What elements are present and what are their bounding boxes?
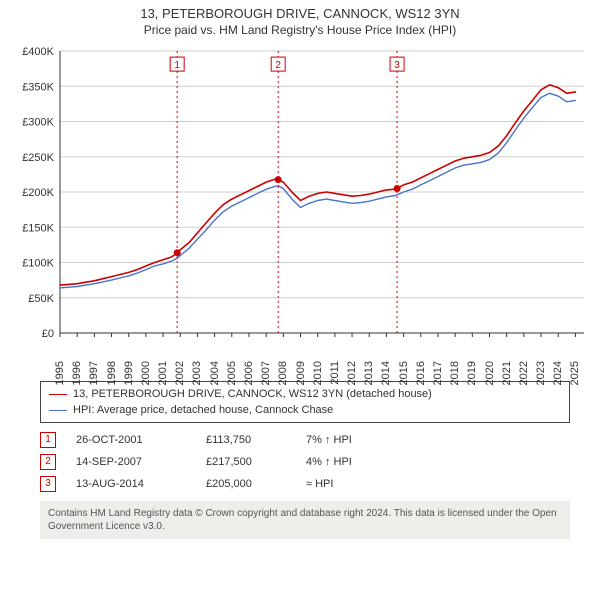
x-tick-label: 2012 — [346, 361, 358, 385]
x-tick-label: 2023 — [535, 361, 547, 385]
price-chart: £0 £50K £100K £150K £200K £250K £300K £350K £400… — [10, 43, 590, 373]
svg-text:£100K: £100K — [22, 258, 54, 270]
tx-marker: 2 — [40, 454, 56, 470]
svg-text:£200K: £200K — [22, 187, 54, 199]
transaction-row: 2 14-SEP-2007 £217,500 4% ↑ HPI — [40, 451, 570, 473]
x-tick-label: 2014 — [380, 361, 392, 385]
x-tick-label: 1998 — [106, 361, 118, 385]
x-tick-label: 2008 — [277, 361, 289, 385]
tx-marker-num: 1 — [174, 60, 180, 71]
x-tick-label: 1996 — [71, 361, 83, 385]
svg-text:£150K: £150K — [22, 222, 54, 234]
title-subtitle: Price paid vs. HM Land Registry's House … — [10, 23, 590, 37]
svg-text:£400K: £400K — [22, 46, 54, 58]
x-tick-label: 2024 — [552, 361, 564, 385]
svg-text:£350K: £350K — [22, 81, 54, 93]
legend: 13, PETERBOROUGH DRIVE, CANNOCK, WS12 3Y… — [40, 381, 570, 423]
legend-row: HPI: Average price, detached house, Cann… — [49, 402, 561, 418]
x-tick-label: 2005 — [226, 361, 238, 385]
transaction-row: 1 26-OCT-2001 £113,750 7% ↑ HPI — [40, 429, 570, 451]
svg-text:£300K: £300K — [22, 117, 54, 129]
tx-price: £217,500 — [206, 451, 286, 473]
legend-label: 13, PETERBOROUGH DRIVE, CANNOCK, WS12 3Y… — [73, 386, 432, 402]
svg-text:£0: £0 — [42, 328, 54, 340]
x-tick-label: 2020 — [484, 361, 496, 385]
tx-price: £113,750 — [206, 429, 286, 451]
tx-marker: 1 — [40, 432, 56, 448]
tx-marker-num: 2 — [275, 60, 281, 71]
x-tick-label: 2006 — [243, 361, 255, 385]
tx-vs-hpi: 7% ↑ HPI — [306, 429, 352, 451]
x-tick-label: 1995 — [54, 361, 66, 385]
svg-text:£50K: £50K — [28, 293, 54, 305]
x-tick-label: 2002 — [174, 361, 186, 385]
legend-row: 13, PETERBOROUGH DRIVE, CANNOCK, WS12 3Y… — [49, 386, 561, 402]
tx-point — [275, 176, 282, 183]
transaction-row: 3 13-AUG-2014 £205,000 ≈ HPI — [40, 473, 570, 495]
x-tick-label: 2016 — [415, 361, 427, 385]
tx-marker-num: 3 — [394, 60, 400, 71]
x-tick-label: 2021 — [501, 361, 513, 385]
tx-marker: 3 — [40, 476, 56, 492]
x-tick-label: 2001 — [157, 361, 169, 385]
x-tick-label: 2011 — [329, 361, 341, 385]
tx-date: 26-OCT-2001 — [76, 429, 186, 451]
x-tick-label: 2015 — [398, 361, 410, 385]
chart-area: £0 £50K £100K £150K £200K £250K £300K £350K £400… — [10, 43, 590, 373]
legend-label: HPI: Average price, detached house, Cann… — [73, 402, 333, 418]
tx-point — [394, 185, 401, 192]
x-tick-label: 2019 — [466, 361, 478, 385]
tx-vs-hpi: ≈ HPI — [306, 473, 333, 495]
transactions-table: 1 26-OCT-2001 £113,750 7% ↑ HPI 2 14-SEP-2007… — [40, 429, 570, 495]
legend-swatch — [49, 410, 67, 411]
x-tick-label: 2022 — [518, 361, 530, 385]
x-tick-label: 2013 — [363, 361, 375, 385]
tx-point — [174, 249, 181, 256]
tx-price: £205,000 — [206, 473, 286, 495]
x-tick-label: 2007 — [260, 361, 272, 385]
legend-swatch — [49, 394, 67, 395]
title-address: 13, PETERBOROUGH DRIVE, CANNOCK, WS12 3Y… — [10, 6, 590, 21]
x-tick-label: 2017 — [432, 361, 444, 385]
x-tick-label: 2009 — [295, 361, 307, 385]
chart-titles: 13, PETERBOROUGH DRIVE, CANNOCK, WS12 3Y… — [0, 0, 600, 39]
x-tick-label: 2004 — [209, 361, 221, 385]
x-tick-label: 1997 — [88, 361, 100, 385]
svg-text:£250K: £250K — [22, 152, 54, 164]
tx-date: 14-SEP-2007 — [76, 451, 186, 473]
x-tick-label: 2025 — [569, 361, 581, 385]
x-tick-label: 1999 — [123, 361, 135, 385]
x-tick-label: 2018 — [449, 361, 461, 385]
x-tick-label: 2000 — [140, 361, 152, 385]
x-tick-label: 2003 — [191, 361, 203, 385]
x-tick-label: 2010 — [312, 361, 324, 385]
tx-date: 13-AUG-2014 — [76, 473, 186, 495]
tx-vs-hpi: 4% ↑ HPI — [306, 451, 352, 473]
footnote: Contains HM Land Registry data © Crown c… — [40, 501, 570, 539]
